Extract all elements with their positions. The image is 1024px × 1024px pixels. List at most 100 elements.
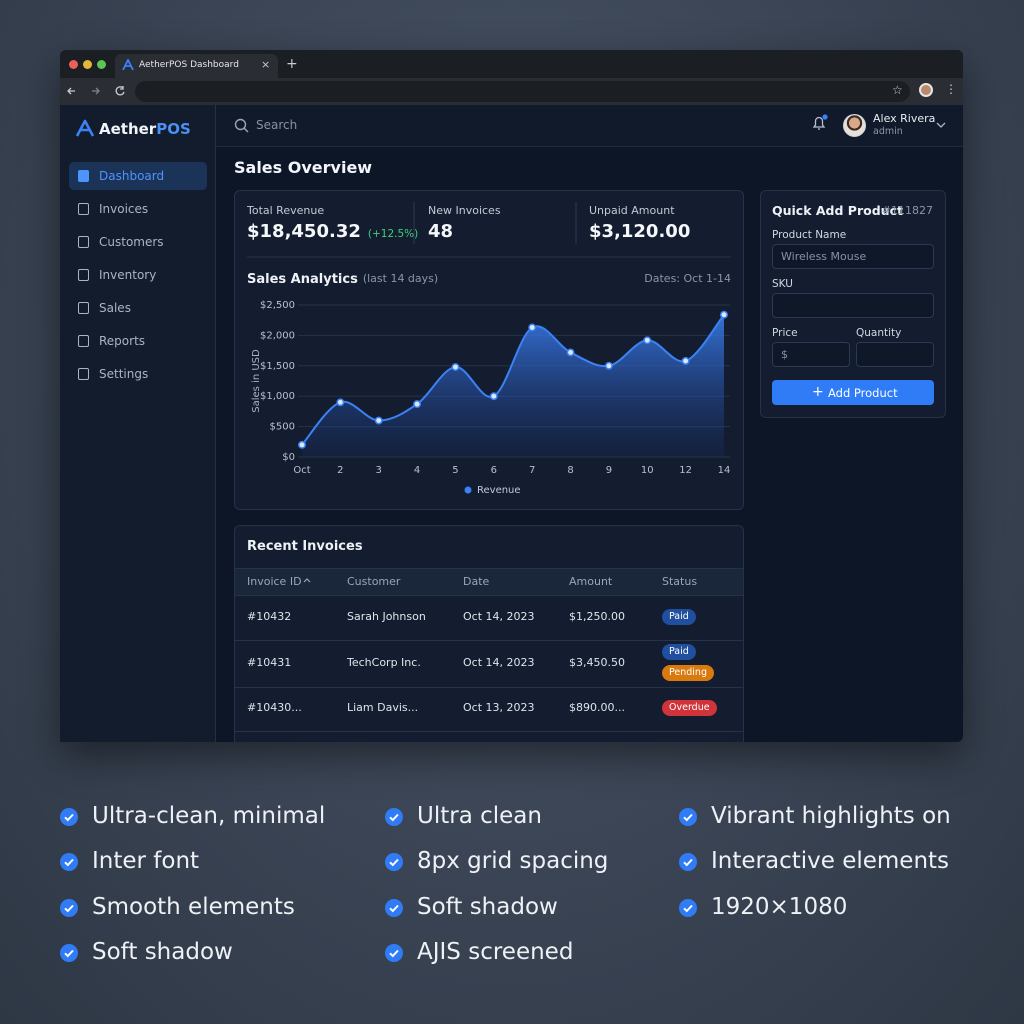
- column-header[interactable]: Invoice ID: [247, 575, 302, 589]
- field-placeholder: Wireless Mouse: [781, 250, 867, 263]
- profile-icon[interactable]: [919, 83, 933, 97]
- field-input[interactable]: [856, 342, 934, 367]
- table-cell: Oct 13, 2023: [463, 701, 535, 715]
- invoices-card: [234, 525, 744, 742]
- data-point: [489, 392, 498, 401]
- user-name: Alex Rivera: [873, 112, 936, 125]
- y-tick-label: $2,000: [260, 330, 295, 341]
- add-product-button[interactable]: [772, 380, 934, 405]
- new-tab[interactable]: +: [286, 56, 298, 72]
- nav-label: Dashboard: [99, 169, 165, 183]
- top-bar: [216, 105, 963, 147]
- user-avatar[interactable]: [843, 114, 866, 137]
- tab-close[interactable]: ×: [261, 58, 271, 71]
- status-pill: Pending: [662, 665, 714, 681]
- nav-item[interactable]: Customers: [69, 228, 207, 256]
- nav-icon: [78, 170, 89, 182]
- stat-value-text: $18,450.32: [247, 221, 361, 242]
- nav-label: Reports: [99, 334, 146, 348]
- nav-icon: [78, 203, 89, 215]
- field-label: Product Name: [772, 228, 847, 241]
- data-point: [528, 323, 537, 332]
- stat-value-text: 48: [428, 221, 454, 242]
- y-tick-label: $1,500: [260, 361, 295, 372]
- bookmark-star[interactable]: ☆: [892, 83, 903, 97]
- check-icon: [679, 853, 697, 871]
- address-bar[interactable]: [135, 81, 910, 102]
- data-point: [336, 398, 345, 407]
- max-dot[interactable]: [97, 60, 106, 69]
- data-point: [643, 336, 652, 345]
- check-icon: [60, 899, 78, 917]
- search-input[interactable]: Search: [256, 118, 298, 132]
- feature-text: Interactive elements: [711, 848, 950, 875]
- row-separator: [235, 687, 743, 688]
- field-placeholder: $: [781, 348, 788, 361]
- table-cell: #10431: [247, 656, 292, 670]
- check-icon: [60, 808, 78, 826]
- feature-text: Soft shadow: [417, 894, 558, 921]
- table-cell: Oct 14, 2023: [463, 610, 535, 624]
- table-cell: TechCorp Inc.: [347, 656, 421, 670]
- table-cell: Sarah Johnson: [347, 610, 426, 624]
- close-dot[interactable]: [69, 60, 78, 69]
- notification-bell[interactable]: [810, 113, 830, 133]
- nav-icon: [78, 335, 89, 347]
- check-icon: [385, 853, 403, 871]
- stat-label: Total Revenue: [247, 204, 325, 218]
- y-axis-label: Sales in USD: [251, 349, 262, 413]
- field-label: Price: [772, 326, 798, 339]
- nav-label: Settings: [99, 367, 149, 381]
- y-tick-label: $0: [282, 452, 295, 463]
- stat-value: $18,450.32 (+12.5%): [247, 221, 418, 245]
- chart-heading: Sales Analytics (last 14 days): [247, 272, 438, 287]
- x-tick-label: 12: [679, 465, 692, 476]
- x-tick-label: 5: [452, 465, 458, 476]
- field-input[interactable]: $: [772, 342, 850, 367]
- x-tick-label: 3: [376, 465, 382, 476]
- feature-text: AJIS screened: [417, 939, 574, 966]
- table-cell: $890.00...: [569, 701, 625, 715]
- x-tick-label: 10: [641, 465, 654, 476]
- feature-text: Inter font: [92, 848, 200, 875]
- field-input[interactable]: [772, 293, 934, 318]
- logo[interactable]: AetherPOS: [99, 120, 191, 138]
- stat-label: New Invoices: [428, 204, 501, 218]
- chart-date-range: Dates: Oct 1-14: [644, 272, 731, 285]
- quick-add-title: Quick Add Product: [772, 203, 903, 218]
- x-tick-label: 9: [606, 465, 612, 476]
- nav-buttons[interactable]: [66, 84, 130, 98]
- nav-item[interactable]: Dashboard: [69, 162, 207, 190]
- stat-change: (+12.5%): [367, 228, 419, 240]
- min-dot[interactable]: [83, 60, 92, 69]
- nav-item[interactable]: Inventory: [69, 261, 207, 289]
- menu-dots[interactable]: ⋮: [945, 82, 957, 96]
- data-point: [298, 440, 306, 449]
- column-header: Status: [662, 575, 698, 589]
- quick-add-id: #111827: [881, 204, 933, 217]
- x-tick-label: 7: [529, 465, 535, 476]
- nav-icon: [78, 236, 89, 248]
- feature-text: Ultra clean: [417, 803, 542, 830]
- nav-icon: [78, 302, 89, 314]
- data-point: [604, 361, 613, 370]
- data-point: [566, 348, 575, 357]
- nav-item[interactable]: Sales: [69, 294, 207, 322]
- nav-item[interactable]: Invoices: [69, 195, 207, 223]
- legend-label: Revenue: [477, 485, 521, 496]
- sort-icon[interactable]: [303, 577, 311, 585]
- nav-icon: [78, 269, 89, 281]
- nav-item[interactable]: Settings: [69, 360, 207, 388]
- field-input[interactable]: Wireless Mouse: [772, 244, 934, 269]
- tab-title: AetherPOS Dashboard: [139, 60, 239, 70]
- row-separator: [235, 640, 743, 641]
- x-tick-label: 6: [491, 465, 497, 476]
- nav-item[interactable]: Reports: [69, 327, 207, 355]
- add-product-label: Add Product: [828, 386, 898, 400]
- user-role: admin: [873, 126, 903, 137]
- browser-tab[interactable]: [115, 54, 278, 78]
- check-icon: [385, 899, 403, 917]
- column-header: Amount: [569, 575, 613, 589]
- user-menu-chevron[interactable]: [936, 121, 946, 129]
